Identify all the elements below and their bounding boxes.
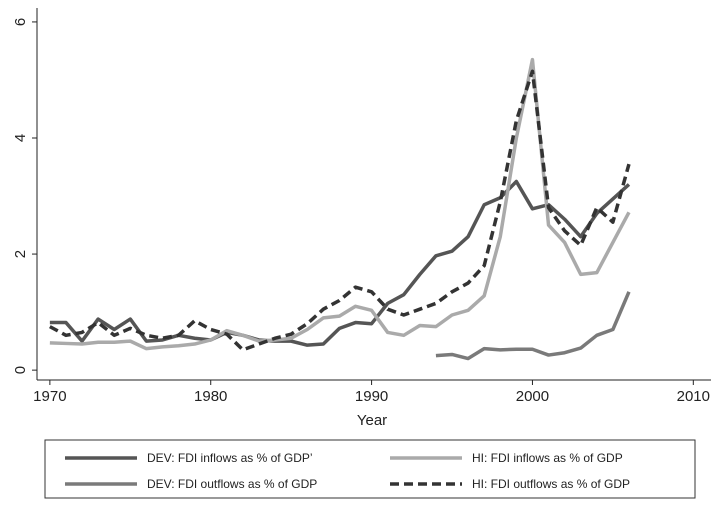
x-tick-label: 1990 (355, 388, 388, 405)
series-line (435, 291, 631, 361)
x-tick-label: 2010 (677, 388, 710, 405)
series-line (49, 179, 631, 347)
y-tick-label: 2 (12, 250, 29, 258)
series-line (49, 57, 631, 351)
y-tick-label: 0 (12, 366, 29, 374)
series-line (49, 69, 631, 352)
x-tick-label: 2000 (516, 388, 549, 405)
y-tick-label: 4 (12, 134, 29, 142)
legend-label: HI: FDI inflows as % of GDP (472, 451, 623, 465)
x-tick-label: 1980 (194, 388, 227, 405)
x-axis-label: Year (357, 412, 387, 429)
legend-label: DEV: FDI inflows as % of GDP’ (147, 451, 313, 465)
y-tick-label: 6 (12, 18, 29, 26)
legend-label: HI: FDI outflows as % of GDP (472, 477, 630, 491)
x-tick-label: 1970 (33, 388, 66, 405)
legend-label: DEV: FDI outflows as % of GDP (147, 477, 317, 491)
legend-box (44, 439, 696, 499)
